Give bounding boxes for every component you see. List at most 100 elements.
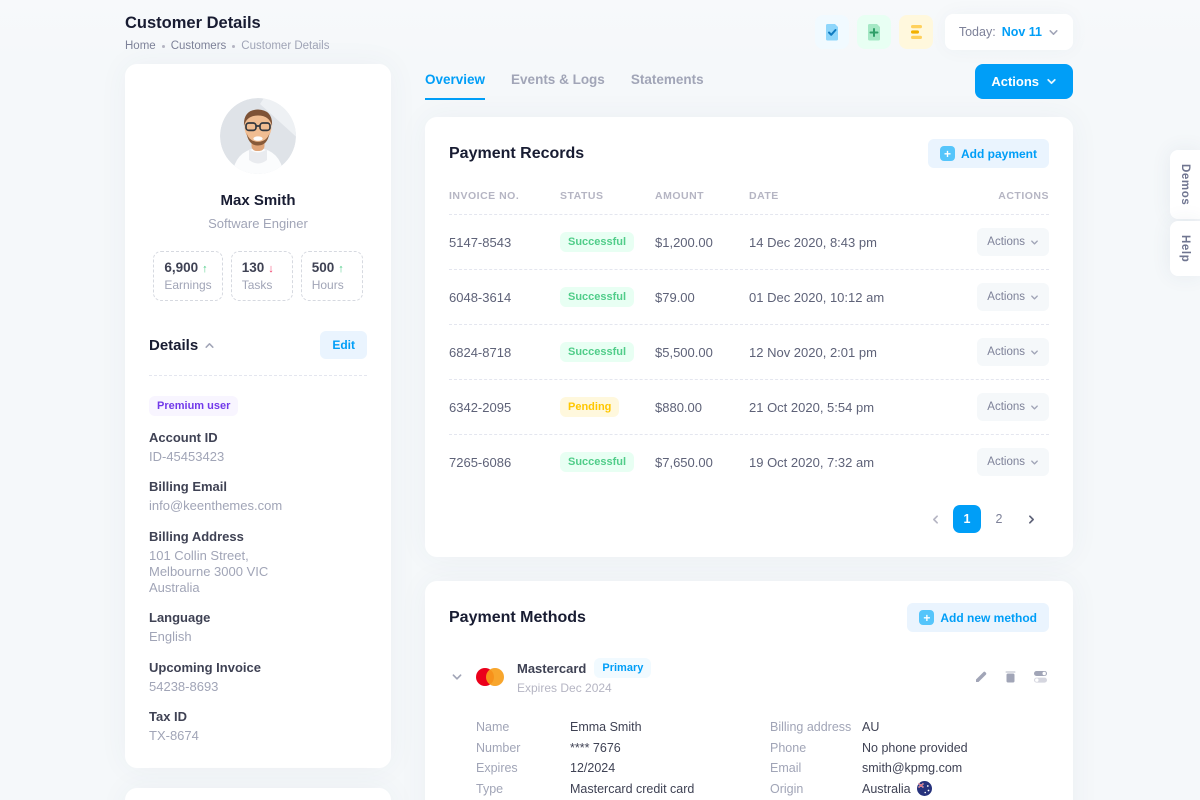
row-actions-button[interactable]: Actions	[977, 448, 1049, 476]
field-label: Account ID	[149, 430, 218, 445]
trash-icon	[1003, 669, 1018, 684]
add-new-method-button[interactable]: + Add new method	[907, 603, 1049, 632]
page-2-button[interactable]: 2	[985, 505, 1013, 533]
plus-icon: +	[919, 610, 935, 625]
invoice-no: 6048-3614	[449, 289, 512, 305]
customer-role: Software Enginer	[208, 216, 308, 231]
trend-icon	[202, 260, 208, 275]
page-next-button[interactable]	[1017, 505, 1045, 533]
field-value: 54238-8693	[149, 678, 219, 694]
status-badge: Pending	[560, 397, 620, 417]
trend-icon	[338, 260, 344, 275]
status-badge: Successful	[560, 452, 635, 472]
today-value: Nov 11	[1001, 25, 1042, 39]
chevron-down-icon	[1030, 238, 1039, 247]
field-label: Billing Address	[149, 528, 244, 544]
row-actions-label: Actions	[987, 236, 1025, 248]
detail-value: 12/2024	[570, 761, 616, 775]
right-column: Overview Events & Logs Statements Action…	[425, 64, 1073, 800]
table-header-row: Invoice No. Status Amount Date Actions	[449, 174, 1049, 215]
detail-value: Australia	[862, 779, 1049, 800]
side-tab-help[interactable]: Help	[1170, 221, 1200, 277]
pencil-icon	[974, 669, 989, 684]
actions-button[interactable]: Actions	[975, 64, 1073, 99]
divider	[149, 375, 367, 376]
amount: $880.00	[655, 399, 702, 415]
tab-statements[interactable]: Statements	[630, 72, 704, 87]
details-toggle[interactable]: Details	[149, 337, 215, 354]
breadcrumb-customers[interactable]: Customers	[170, 40, 227, 52]
field-label: Upcoming Invoice	[149, 659, 261, 675]
tab-events-logs[interactable]: Events & Logs	[511, 72, 605, 87]
edit-button[interactable]: Edit	[320, 331, 367, 359]
page-header: Customer Details Home Customers Customer…	[125, 14, 1073, 52]
detail-value: Mastercard credit card	[570, 781, 695, 796]
column-header: Amount	[655, 190, 705, 202]
edit-method-button[interactable]	[974, 669, 989, 684]
page-prev-button[interactable]	[921, 505, 949, 533]
chevron-up-icon	[204, 340, 215, 351]
table-row: 6342-2095 Pending $880.00 21 Oct 2020, 5…	[449, 380, 1049, 435]
invoice-no: 5147-8543	[449, 234, 512, 250]
side-tab-demos[interactable]: Demos	[1170, 150, 1200, 220]
date-picker-button[interactable]: Today: Nov 11	[944, 14, 1073, 50]
chevron-down-icon	[1048, 27, 1059, 38]
field-value: TX-8674	[149, 727, 199, 743]
add-payment-button[interactable]: + Add payment	[927, 139, 1049, 168]
status-badge: Successful	[560, 232, 635, 252]
page-title: Customer Details	[125, 14, 261, 32]
row-actions-button[interactable]: Actions	[977, 338, 1049, 366]
chevron-down-icon	[1030, 458, 1039, 467]
row-actions-button[interactable]: Actions	[977, 283, 1049, 311]
field-value: English	[149, 629, 192, 645]
detail-value: No phone provided	[862, 740, 968, 755]
file-plus-button[interactable]	[856, 15, 891, 49]
field-value: info@keenthemes.com	[149, 498, 283, 514]
chevron-down-icon	[1030, 293, 1039, 302]
stat-value: 130	[241, 260, 265, 275]
add-payment-label: Add payment	[960, 146, 1037, 161]
trend-icon	[268, 260, 274, 275]
mastercard-icon	[476, 667, 506, 687]
header-actions: Today: Nov 11	[814, 14, 1073, 50]
breadcrumb-home[interactable]: Home	[125, 40, 156, 52]
table-row: 6048-3614 Successful $79.00 01 Dec 2020,…	[449, 270, 1049, 325]
breadcrumb-dot-icon	[232, 44, 236, 48]
file-plus-icon	[864, 22, 884, 42]
tab-overview[interactable]: Overview	[425, 72, 486, 100]
detail-label: Name	[476, 720, 510, 734]
row-actions-label: Actions	[987, 401, 1025, 413]
header-left: Customer Details Home Customers Customer…	[125, 14, 330, 52]
add-new-method-label: Add new method	[940, 610, 1037, 625]
toggle-switch-icon	[1032, 669, 1049, 684]
pagination: 1 2	[449, 489, 1049, 543]
stat-value: 500	[311, 260, 335, 275]
detail-label: Origin	[770, 781, 804, 796]
page-1-button[interactable]: 1	[953, 505, 981, 533]
detail-field: Billing Email info@keenthemes.com	[149, 479, 367, 514]
premium-badge: Premium user	[149, 396, 239, 416]
detail-value: Emma Smith	[570, 720, 642, 734]
row-actions-button[interactable]: Actions	[977, 228, 1049, 256]
card-expires: Expires Dec 2024	[517, 681, 612, 695]
date: 19 Oct 2020, 7:32 am	[749, 454, 875, 470]
customer-name: Max Smith	[220, 192, 296, 209]
field-label: Language	[149, 610, 211, 626]
payment-records-card: Payment Records + Add payment Invoice No…	[425, 117, 1073, 557]
doc-check-button[interactable]	[814, 15, 849, 49]
field-label: Billing Email	[149, 479, 228, 495]
detail-field: Language English	[149, 610, 367, 645]
collapse-chevron-button[interactable]	[449, 669, 465, 685]
row-actions-label: Actions	[987, 456, 1025, 468]
connected-accounts-card: Connected Accounts	[125, 788, 391, 800]
payment-methods-title: Payment Methods	[449, 608, 586, 626]
card-settings-button[interactable]	[1032, 669, 1049, 684]
delete-method-button[interactable]	[1003, 669, 1018, 684]
amount: $1,200.00	[655, 234, 713, 250]
payment-methods-card: Payment Methods + Add new method	[425, 581, 1073, 800]
file-lines-button[interactable]	[898, 15, 933, 49]
payment-records-table: Invoice No. Status Amount Date Actions 5…	[449, 174, 1049, 489]
row-actions-button[interactable]: Actions	[977, 393, 1049, 421]
stat-label: Earnings	[164, 278, 212, 292]
detail-value: AU	[862, 720, 880, 734]
